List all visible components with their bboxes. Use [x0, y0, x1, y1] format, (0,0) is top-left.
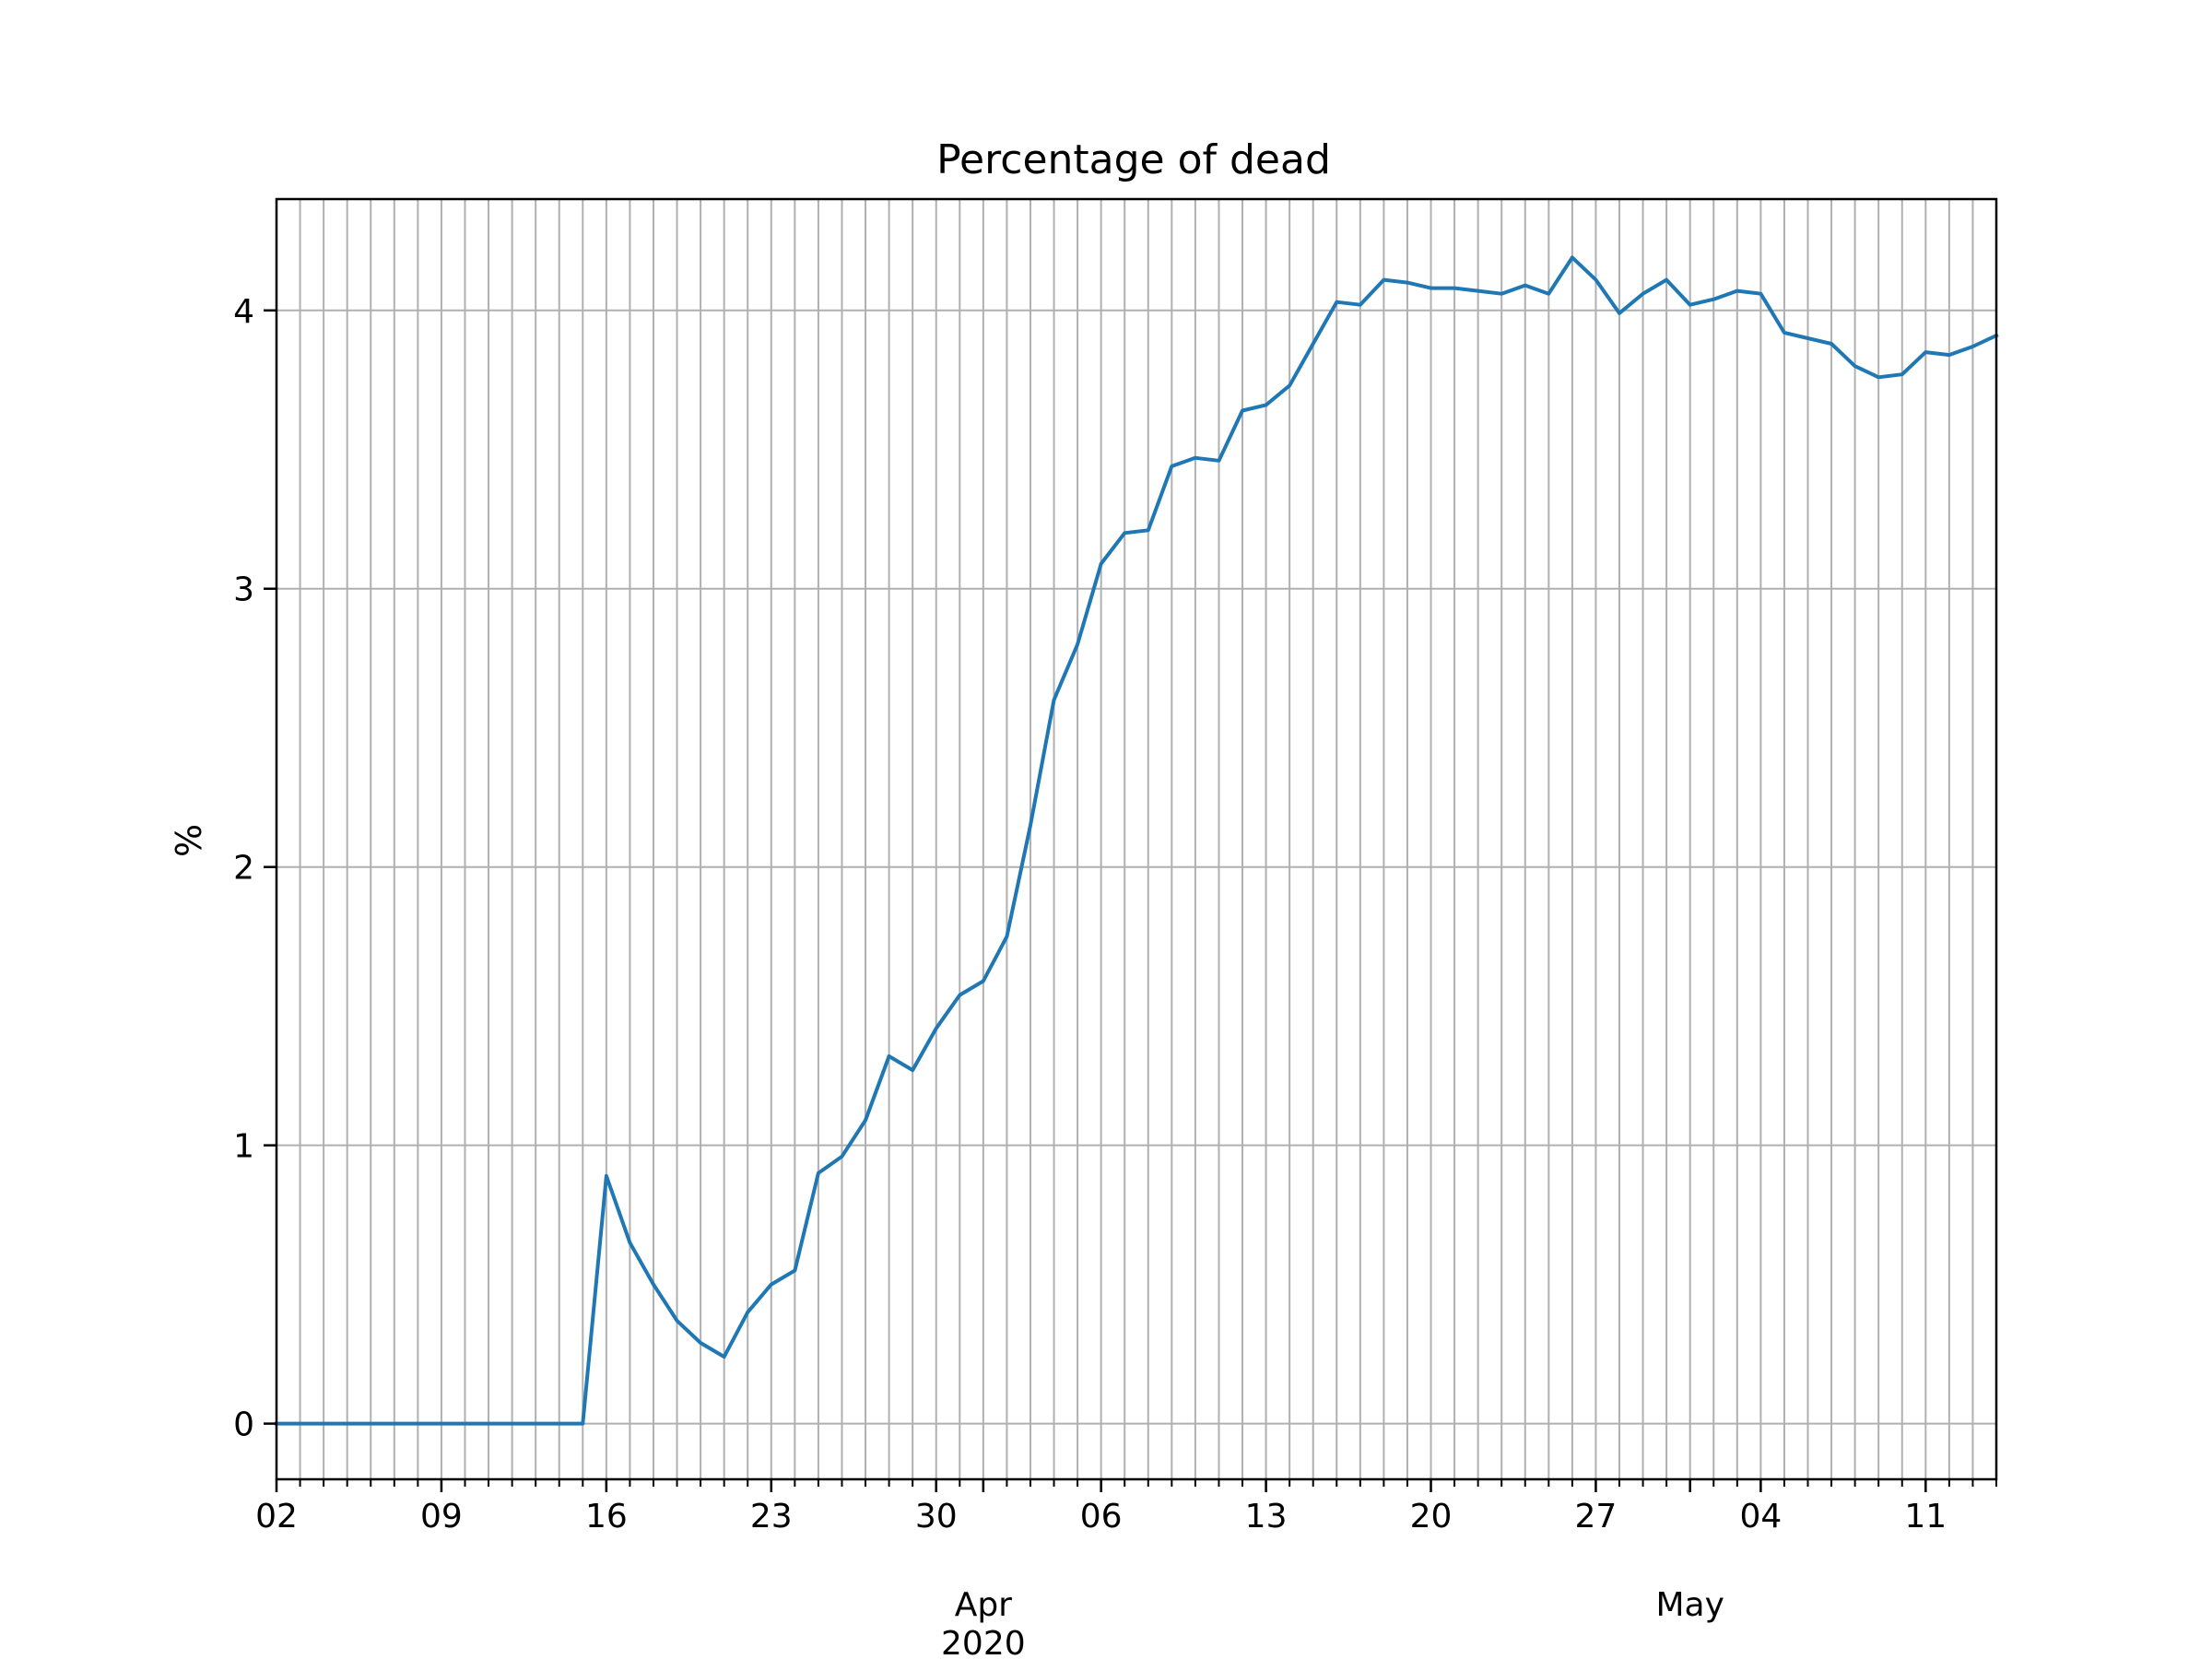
y-tick-label: 0: [233, 1406, 254, 1444]
chart-title: Percentage of dead: [936, 136, 1331, 183]
x-tick-label: 23: [750, 1498, 793, 1535]
x-tick-label: 11: [1904, 1498, 1947, 1535]
x-tick-label: 06: [1080, 1498, 1123, 1535]
x-year-label: 2020: [941, 1625, 1026, 1659]
x-month-label: May: [1655, 1586, 1724, 1624]
x-tick-label: 30: [915, 1498, 958, 1535]
x-tick-label: 04: [1739, 1498, 1782, 1535]
y-tick-label: 1: [233, 1128, 254, 1166]
y-axis: 0 1 2 3 4: [233, 293, 276, 1444]
y-axis-label: %: [169, 824, 209, 857]
y-tick-label: 2: [233, 850, 254, 888]
x-tick-label: 27: [1575, 1498, 1618, 1535]
x-tick-label: 02: [255, 1498, 298, 1535]
series-group: [275, 255, 1999, 1426]
x-tick-label: 09: [420, 1498, 463, 1535]
x-tick-label: 13: [1245, 1498, 1288, 1535]
y-tick-label: 3: [233, 571, 254, 609]
plot-frame: [275, 197, 1998, 1481]
series-line: [275, 255, 1999, 1426]
x-tick-label: 16: [585, 1498, 628, 1535]
y-tick-label: 4: [233, 293, 254, 331]
x-month-label: Apr: [955, 1586, 1012, 1624]
x-tick-label: 20: [1410, 1498, 1453, 1535]
